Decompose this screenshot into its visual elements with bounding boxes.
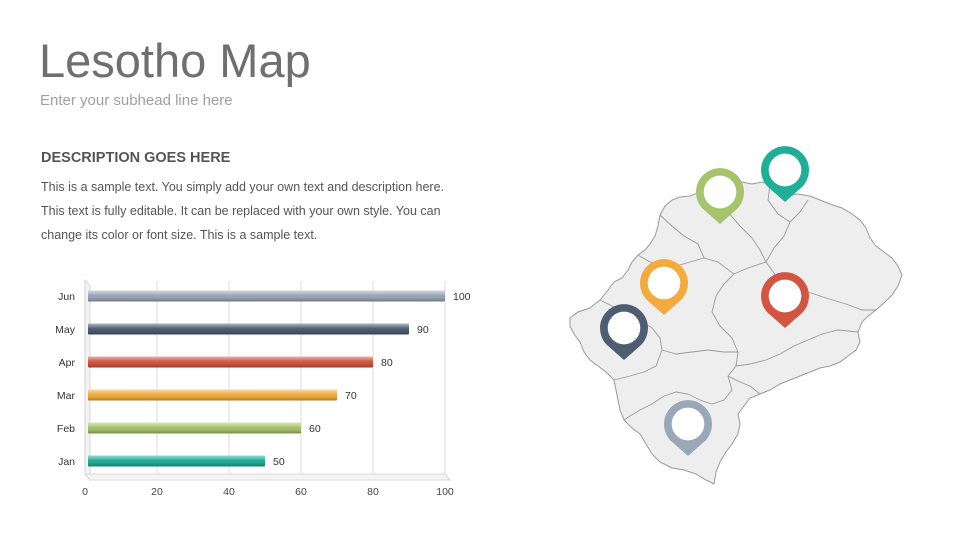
map-pin-center — [671, 407, 705, 441]
x-tick-label: 40 — [223, 486, 235, 498]
slide-subtitle: Enter your subhead line here — [40, 92, 233, 109]
category-label: Jun — [58, 291, 75, 303]
data-label: 70 — [345, 390, 357, 402]
x-tick-label: 80 — [367, 486, 379, 498]
description-body: This is a sample text. You simply add yo… — [41, 175, 501, 247]
description-line: This text is fully editable. It can be r… — [41, 204, 441, 218]
description-line: This is a sample text. You simply add yo… — [41, 180, 444, 194]
map-pin-icon — [600, 304, 648, 360]
bar-shine — [88, 389, 337, 401]
map-pin-icon — [664, 400, 713, 456]
map-pin-center — [768, 153, 802, 187]
map-country-shape — [569, 173, 903, 485]
description-heading: DESCRIPTION GOES HERE — [41, 150, 231, 166]
map-pin-icon — [761, 272, 810, 328]
chart-labels: 0 20 40 60 80 100 Jun 100 May 90 Apr 80 Mar 70 Feb 60 Ja… — [55, 291, 471, 498]
bar-shine — [88, 422, 301, 434]
data-label: 50 — [273, 456, 285, 468]
category-label: May — [55, 324, 76, 336]
map-pins — [600, 146, 810, 456]
map-pin-icon — [761, 146, 810, 202]
slide-title: Lesotho Map — [39, 34, 311, 87]
bar-shine — [88, 356, 373, 368]
map-pin-center — [768, 279, 802, 313]
description-line: change its color or font size. This is a… — [41, 228, 318, 242]
map-pin-icon — [696, 168, 744, 224]
x-tick-label: 100 — [436, 486, 454, 498]
map-pin-center — [607, 311, 641, 345]
bar-shine — [88, 323, 409, 335]
map-pin-center — [703, 175, 737, 209]
category-label: Mar — [57, 390, 76, 402]
bar-shine — [88, 290, 445, 302]
data-label: 100 — [453, 291, 471, 303]
x-tick-label: 0 — [82, 486, 88, 498]
map-pin-center — [647, 266, 681, 300]
data-label: 90 — [417, 324, 429, 336]
chart-axis-floor — [84, 473, 451, 481]
category-label: Jan — [58, 456, 75, 468]
chart-bars — [88, 290, 445, 467]
x-tick-label: 60 — [295, 486, 307, 498]
bar-shine — [88, 455, 265, 467]
category-label: Feb — [57, 423, 75, 435]
map-pin-icon — [640, 259, 688, 315]
data-label: 80 — [381, 357, 393, 369]
data-label: 60 — [309, 423, 321, 435]
x-tick-label: 20 — [151, 486, 163, 498]
map-district-borders — [599, 175, 876, 421]
category-label: Apr — [59, 357, 76, 369]
